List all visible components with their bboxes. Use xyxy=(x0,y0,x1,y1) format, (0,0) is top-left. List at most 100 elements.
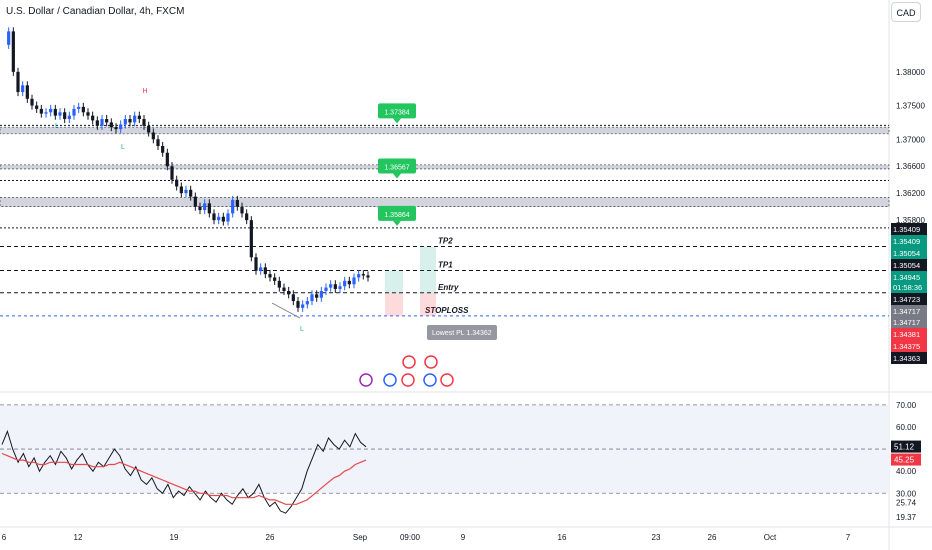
candle-body xyxy=(179,186,183,194)
candle-body xyxy=(282,287,286,291)
rsi-tick: 40.00 xyxy=(896,467,917,476)
price-label-bg xyxy=(891,271,927,283)
candle-body xyxy=(352,277,356,285)
candle-body xyxy=(207,203,211,214)
candle-body xyxy=(161,146,165,153)
candle-body xyxy=(310,294,314,302)
target-flag-label: 1.37384 xyxy=(384,109,409,116)
event-icon xyxy=(402,355,416,369)
candle-body xyxy=(81,106,85,113)
candle-body xyxy=(109,122,113,128)
pivot-low-marker: L xyxy=(121,144,125,151)
risk-box-2 xyxy=(420,292,436,316)
candle-body xyxy=(343,280,347,287)
target-flag-2 xyxy=(378,205,416,226)
price-tick: 1.36200 xyxy=(896,189,925,198)
candle-body xyxy=(366,275,370,278)
candle-body xyxy=(7,31,11,45)
candle-body xyxy=(212,213,216,221)
candle-body xyxy=(217,216,221,221)
price-label: 1.35409 xyxy=(893,225,920,234)
candle-body xyxy=(338,286,342,289)
candle-body xyxy=(226,213,230,222)
rsi-tick: 19.37 xyxy=(896,513,917,522)
candle-body xyxy=(137,115,141,120)
price-label: 1.35409 xyxy=(893,237,920,246)
candle-body xyxy=(30,98,34,106)
candle-body xyxy=(315,294,319,298)
event-icon xyxy=(383,373,397,387)
price-label: 1.34945 xyxy=(893,273,920,282)
price-label: 01:58:36 xyxy=(893,283,922,292)
candle-body xyxy=(114,127,118,130)
candle-body xyxy=(49,108,53,113)
target-flag-arrow xyxy=(393,220,401,226)
candle-body xyxy=(249,220,253,258)
target-flag-box xyxy=(378,103,416,119)
price-label: 1.34381 xyxy=(893,330,920,339)
candle-body xyxy=(53,108,57,116)
lowest-pl-box xyxy=(427,325,497,340)
event-icon xyxy=(424,355,438,369)
candle-body xyxy=(58,112,62,116)
time-tick: 19 xyxy=(170,533,179,542)
candle-body xyxy=(198,206,202,211)
price-label-bg xyxy=(891,293,927,305)
candle-body xyxy=(268,274,272,278)
candle-body xyxy=(259,267,263,271)
candle-body xyxy=(291,294,295,302)
reward-box-1 xyxy=(385,270,403,293)
candle-body xyxy=(35,105,39,109)
target-flag-label: 1.35864 xyxy=(384,212,409,219)
candle-body xyxy=(91,115,95,121)
risk-box-1 xyxy=(385,292,403,316)
candle-body xyxy=(142,119,146,126)
candle-body xyxy=(221,216,225,222)
candle-body xyxy=(44,112,48,114)
candle-body xyxy=(333,284,337,289)
pivot-high-marker: H xyxy=(142,88,147,95)
target-flag-1 xyxy=(378,158,416,179)
candle-body xyxy=(193,196,197,207)
price-tick: 1.37000 xyxy=(896,135,925,144)
time-tick: 09:00 xyxy=(400,533,421,542)
candle-body xyxy=(25,85,29,99)
currency-button[interactable]: CAD xyxy=(891,2,921,22)
candle-body xyxy=(273,277,277,281)
candle-body xyxy=(151,132,155,140)
price-tick: 1.37500 xyxy=(896,102,925,111)
price-label-bg xyxy=(891,316,927,328)
candle-body xyxy=(170,166,174,180)
reward-box-2 xyxy=(420,246,436,293)
candle-body xyxy=(63,112,67,120)
rsi-tick: 60.00 xyxy=(896,423,917,432)
candle-body xyxy=(305,301,309,305)
candle-body xyxy=(77,106,81,109)
price-label: 1.34375 xyxy=(893,342,920,351)
candle-body xyxy=(324,287,328,291)
trade-label-entry: Entry xyxy=(438,283,459,292)
rsi-tick: 25.74 xyxy=(896,499,917,508)
price-label: 1.35054 xyxy=(893,261,920,270)
candle-body xyxy=(231,199,235,214)
candle-body xyxy=(128,119,132,123)
price-tick: 1.38000 xyxy=(896,68,925,77)
target-flag-0 xyxy=(378,103,416,124)
price-label-bg xyxy=(891,352,927,364)
candle-body xyxy=(296,301,300,308)
candle-body xyxy=(361,274,365,276)
trade-label-tp2: TP2 xyxy=(438,237,453,246)
time-tick: 23 xyxy=(652,533,661,542)
candle-body xyxy=(67,115,71,120)
candle-body xyxy=(86,112,90,116)
candle-body xyxy=(347,280,351,285)
price-label-bg xyxy=(891,281,927,293)
chart-title: U.S. Dollar / Canadian Dollar, 4h, FXCM xyxy=(6,6,185,17)
time-tick: 12 xyxy=(74,533,83,542)
trade-label-tp1: TP1 xyxy=(438,260,453,269)
target-flag-box xyxy=(378,205,416,221)
price-label-bg xyxy=(891,305,927,317)
candle-body xyxy=(16,71,20,93)
candle-body xyxy=(156,139,160,146)
